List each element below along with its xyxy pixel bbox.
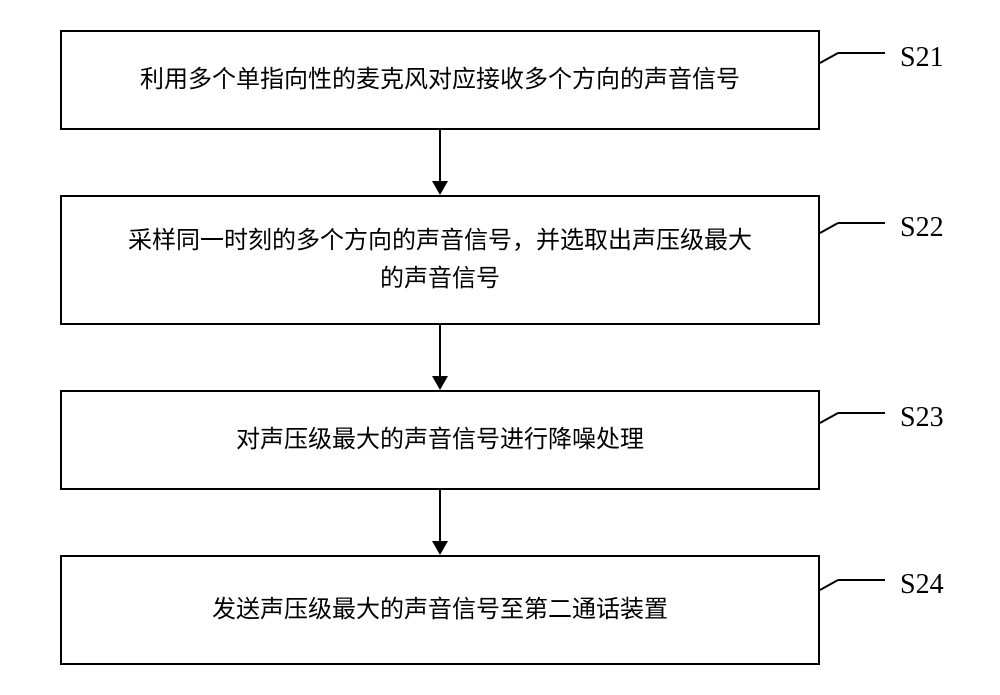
flow-arrow <box>420 490 460 555</box>
flow-step-label-s24: S24 <box>900 569 944 601</box>
flow-arrow <box>420 325 460 390</box>
flow-step-s24: 发送声压级最大的声音信号至第二通话装置 <box>60 555 820 665</box>
flow-step-label-s23: S23 <box>900 402 944 434</box>
flow-step-label-s22: S22 <box>900 212 944 244</box>
flow-step-text: 发送声压级最大的声音信号至第二通话装置 <box>212 591 668 629</box>
flow-step-s22: 采样同一时刻的多个方向的声音信号，并选取出声压级最大 的声音信号 <box>60 195 820 325</box>
leader-line <box>820 403 885 427</box>
flow-arrow <box>420 130 460 195</box>
flow-step-text: 采样同一时刻的多个方向的声音信号，并选取出声压级最大 的声音信号 <box>128 222 752 299</box>
flow-step-s21: 利用多个单指向性的麦克风对应接收多个方向的声音信号 <box>60 30 820 130</box>
flow-step-label-s21: S21 <box>900 42 944 74</box>
flow-step-text: 利用多个单指向性的麦克风对应接收多个方向的声音信号 <box>140 61 740 99</box>
leader-line <box>820 213 885 237</box>
flow-step-s23: 对声压级最大的声音信号进行降噪处理 <box>60 390 820 490</box>
leader-line <box>820 43 885 67</box>
flow-step-text: 对声压级最大的声音信号进行降噪处理 <box>236 421 644 459</box>
leader-line <box>820 570 885 594</box>
